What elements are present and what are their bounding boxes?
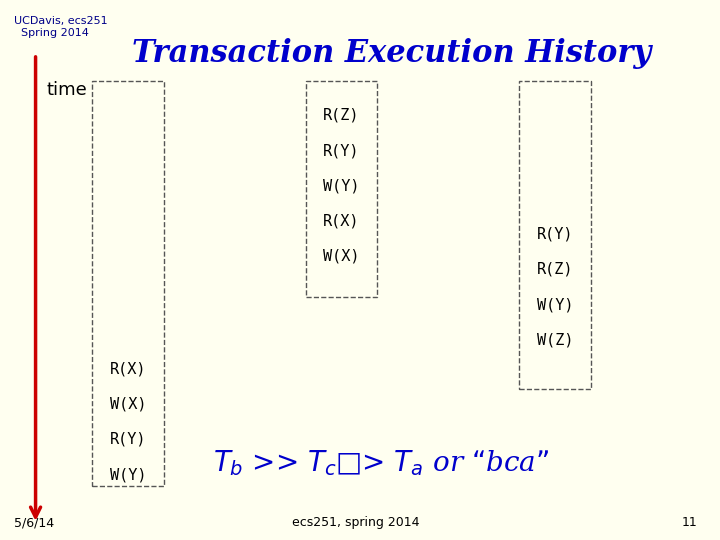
Text: R(Z): R(Z) xyxy=(323,108,360,123)
Text: Transaction Execution History: Transaction Execution History xyxy=(132,38,651,69)
Text: R(X): R(X) xyxy=(110,362,146,377)
Text: R(Z): R(Z) xyxy=(536,262,573,277)
Text: W(Z): W(Z) xyxy=(536,332,573,347)
Text: W(X): W(X) xyxy=(323,248,360,264)
Text: 5/6/14: 5/6/14 xyxy=(14,516,54,529)
Text: UCDavis, ecs251
  Spring 2014: UCDavis, ecs251 Spring 2014 xyxy=(14,16,108,38)
Text: R(Y): R(Y) xyxy=(110,432,146,447)
Text: 11: 11 xyxy=(682,516,697,529)
Text: time: time xyxy=(46,81,87,99)
Text: W(Y): W(Y) xyxy=(323,178,360,193)
Text: $T_b$ >> $T_c$□> $T_a$ or “bca”: $T_b$ >> $T_c$□> $T_a$ or “bca” xyxy=(213,448,550,478)
Text: ecs251, spring 2014: ecs251, spring 2014 xyxy=(292,516,420,529)
Text: R(Y): R(Y) xyxy=(536,227,573,242)
Text: W(X): W(X) xyxy=(110,397,146,412)
Text: W(Y): W(Y) xyxy=(110,467,146,482)
Text: W(Y): W(Y) xyxy=(536,297,573,312)
Text: R(X): R(X) xyxy=(323,213,360,228)
Text: R(Y): R(Y) xyxy=(323,143,360,158)
